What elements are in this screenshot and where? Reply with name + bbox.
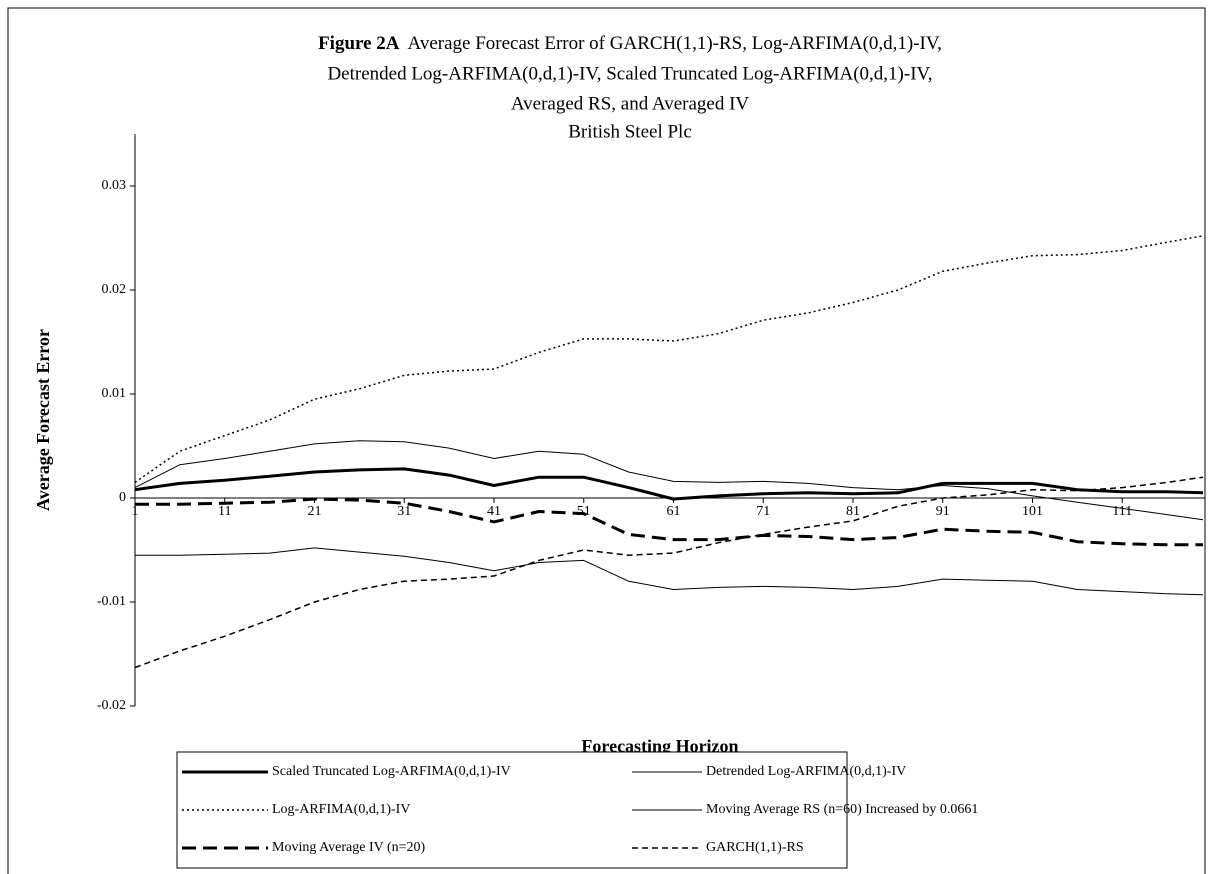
series-line (135, 497, 1203, 547)
series-line (134, 467, 1204, 501)
legend-label: Log-ARFIMA(0,d,1)-IV (272, 802, 410, 817)
x-tick-label: 41 (487, 504, 501, 519)
x-tick-label: 71 (756, 504, 770, 519)
title-line: Detrended Log-ARFIMA(0,d,1)-IV, Scaled T… (327, 63, 932, 84)
subtitle: British Steel Plc (568, 121, 692, 142)
series-line (134, 440, 1204, 521)
legend-label: Moving Average IV (n=20) (272, 840, 426, 855)
x-tick-label: 61 (666, 504, 680, 519)
chart-title: Figure 2A Average Forecast Error of GARCH… (318, 33, 942, 54)
title-label: Figure 2A (318, 33, 400, 54)
y-tick-label: -0.02 (97, 698, 126, 713)
y-tick-label: 0.03 (102, 178, 127, 193)
y-tick-label: 0.02 (102, 282, 127, 297)
x-tick-label: 11 (218, 504, 231, 519)
x-tick-label: 1 (132, 504, 139, 519)
legend-label: GARCH(1,1)-RS (706, 840, 804, 855)
legend-label: Moving Average RS (n=60) Increased by 0.… (706, 802, 978, 817)
x-tick-label: 91 (936, 504, 950, 519)
x-axis-label: Forecasting Horizon (581, 736, 738, 756)
x-tick-label: 81 (846, 504, 860, 519)
x-tick-label: 101 (1022, 504, 1043, 519)
frame (7, 7, 1206, 874)
title-line: Average Forecast Error of GARCH(1,1)-RS,… (408, 33, 942, 54)
legend (176, 751, 848, 869)
y-tick-label: 0 (119, 490, 126, 505)
y-tick-label: -0.01 (97, 594, 126, 609)
x-tick-label: 111 (1112, 504, 1132, 519)
x-tick-label: 51 (577, 504, 591, 519)
legend-label: Scaled Truncated Log-ARFIMA(0,d,1)-IV (272, 764, 511, 779)
y-tick-label: 0.01 (102, 386, 127, 401)
legend-label: Detrended Log-ARFIMA(0,d,1)-IV (706, 764, 906, 779)
series-line (134, 235, 1204, 484)
x-tick-label: 31 (397, 504, 411, 519)
title-line: Averaged RS, and Averaged IV (511, 93, 750, 114)
series-line (134, 476, 1204, 669)
series-line (135, 547, 1204, 596)
x-tick-label: 21 (307, 504, 321, 519)
y-axis-label: Average Forecast Error (33, 329, 53, 511)
